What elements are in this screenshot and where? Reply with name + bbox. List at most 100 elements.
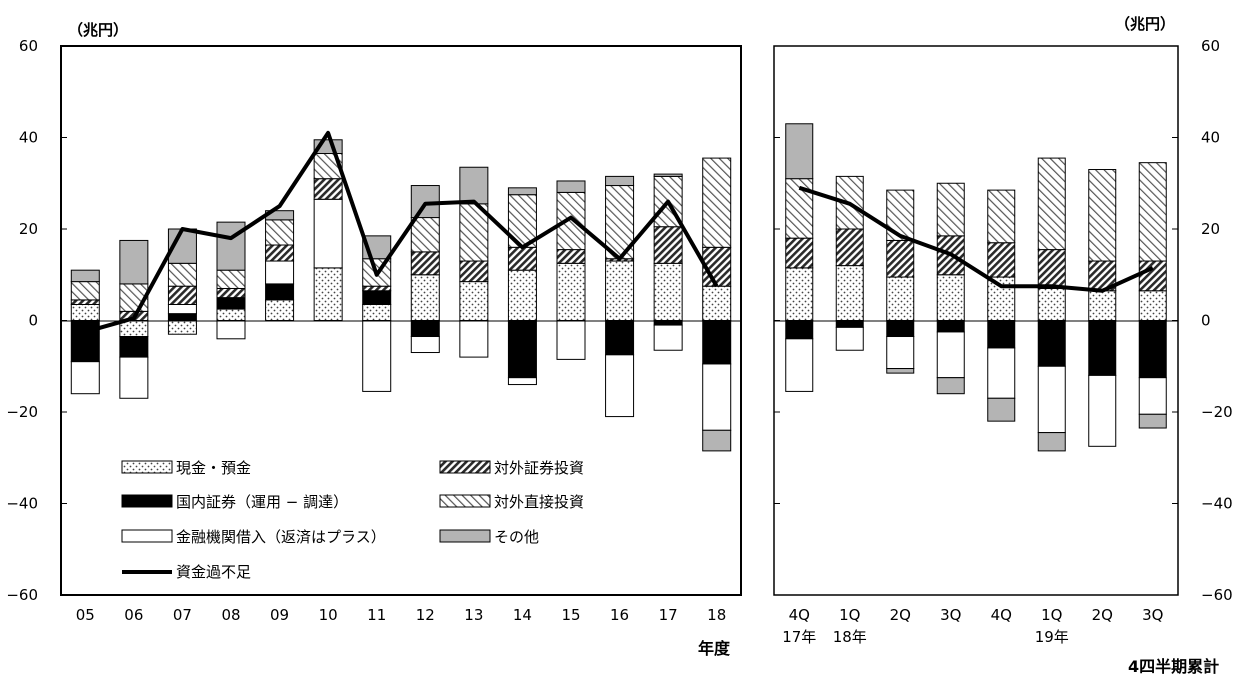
left-x-tick-label: 17: [659, 606, 678, 624]
left-bar-cash-14: [507, 269, 537, 321]
right-x-axis-title: 4四半期累計: [1128, 657, 1219, 676]
left-bar-domestic-05: [70, 320, 100, 363]
right-y-tick-label: −20: [1201, 403, 1233, 421]
left-y-tick-label: −20: [6, 403, 38, 421]
right-bar-cash-1Q: [1037, 287, 1066, 322]
right-bar-domestic-3Q: [1138, 320, 1167, 379]
left-unit-label: （兆円）: [68, 21, 128, 39]
right-x-year-label: 17年: [782, 628, 816, 646]
left-bar-domestic-16: [605, 320, 635, 356]
right-x-tick-label: 3Q: [1142, 606, 1163, 624]
left-bar-loans-14: [507, 377, 537, 386]
lines-layer: [84, 130, 1154, 334]
left-bar-loans-10: [313, 198, 343, 269]
right-bar-other-1Q: [1037, 432, 1066, 452]
right-bar-domestic-2Q: [1088, 320, 1117, 376]
right-bars: [785, 123, 1167, 452]
left-bar-other-17: [653, 173, 683, 177]
left-bar-domestic-18: [702, 320, 732, 365]
left-bar-cash-07: [167, 320, 197, 335]
right-bar-cash-2Q: [886, 276, 915, 322]
right-x-tick-label: 2Q: [1092, 606, 1113, 624]
left-bar-foreign_sec-18: [702, 246, 732, 287]
right-bar-foreign_sec-4Q: [785, 237, 814, 269]
right-bar-other-4Q: [785, 123, 814, 180]
left-y-tick-label: −40: [6, 495, 38, 513]
right-bar-domestic-1Q: [835, 320, 864, 328]
left-bar-other-16: [605, 175, 635, 187]
right-bar-domestic-3Q: [936, 320, 965, 333]
right-bar-other-4Q: [987, 397, 1016, 422]
right-line-funding-balance: [798, 185, 1154, 293]
right-x-tick-label: 1Q: [839, 606, 860, 624]
left-bar-other-15: [556, 180, 586, 193]
legend-swatch-loans: [121, 529, 173, 543]
right-bar-foreign_sec-1Q: [1037, 249, 1066, 289]
left-x-tick-label: 16: [610, 606, 629, 624]
right-bar-domestic-2Q: [886, 320, 915, 338]
left-bar-other-14: [507, 187, 537, 196]
left-bar-fdi-18: [702, 157, 732, 248]
left-y-tick-label: −60: [6, 586, 38, 604]
left-bar-domestic-07: [167, 313, 197, 322]
legend-swatch-other: [439, 529, 491, 543]
right-x-year-label: 19年: [1035, 628, 1069, 646]
left-bar-domestic-11: [362, 290, 392, 305]
left-bar-cash-13: [459, 281, 489, 321]
left-y-tick-label: 0: [28, 312, 38, 330]
right-x-year-label: 18年: [833, 628, 867, 646]
left-line-funding-balance: [84, 130, 719, 334]
right-x-tick-label: 4Q: [991, 606, 1012, 624]
left-bar-foreign_sec-10: [313, 178, 343, 200]
left-bar-cash-08: [216, 308, 246, 321]
legend-label-domestic: 国内証券（運用 − 調達）: [176, 493, 348, 511]
left-bar-cash-18: [702, 285, 732, 321]
left-bar-foreign_sec-15: [556, 249, 586, 264]
left-x-tick-label: 07: [173, 606, 192, 624]
right-bar-cash-3Q: [936, 274, 965, 321]
left-bar-domestic-06: [119, 336, 149, 358]
legend-label-other: その他: [494, 528, 539, 546]
left-x-tick-label: 08: [221, 606, 240, 624]
left-x-tick-label: 15: [561, 606, 580, 624]
left-y-tick-label: 60: [19, 37, 38, 55]
left-bar-other-06: [119, 239, 149, 285]
left-bar-cash-17: [653, 262, 683, 321]
legend: 現金・預金 国内証券（運用 − 調達） 金融機関借入（返済はプラス） 資金過不足…: [121, 459, 584, 581]
right-x-tick-label: 1Q: [1041, 606, 1062, 624]
right-y-tick-label: −40: [1201, 495, 1233, 513]
right-bar-fdi-4Q: [785, 178, 814, 239]
left-bar-loans-15: [556, 320, 586, 360]
left-bar-foreign_sec-13: [459, 260, 489, 283]
left-bars: [70, 139, 732, 452]
right-bar-cash-4Q: [987, 276, 1016, 322]
legend-swatch-domestic: [121, 494, 173, 508]
right-bar-other-3Q: [936, 377, 965, 395]
left-x-tick-label: 13: [464, 606, 483, 624]
right-bar-foreign_sec-3Q: [1138, 260, 1167, 292]
left-x-tick-label: 05: [76, 606, 95, 624]
left-bar-foreign_sec-17: [653, 226, 683, 264]
right-bar-cash-4Q: [785, 267, 814, 322]
right-bar-loans-1Q: [1037, 365, 1066, 434]
left-x-tick-label: 06: [124, 606, 143, 624]
left-bar-loans-18: [702, 363, 732, 431]
right-bar-fdi-3Q: [1138, 162, 1167, 262]
right-bar-foreign_sec-2Q: [886, 239, 915, 278]
left-bar-fdi-08: [216, 269, 246, 289]
left-bar-loans-08: [216, 320, 246, 340]
left-bar-cash-15: [556, 262, 586, 321]
right-bar-fdi-2Q: [1088, 169, 1117, 262]
left-x-tick-label: 12: [416, 606, 435, 624]
right-bar-loans-2Q: [886, 336, 915, 370]
right-x-tick-label: 4Q: [789, 606, 810, 624]
left-bar-cash-11: [362, 303, 392, 321]
left-y-tick-label: 40: [19, 129, 38, 147]
left-x-axis-title: 年度: [698, 639, 731, 658]
right-bar-cash-3Q: [1138, 290, 1167, 322]
right-bar-loans-3Q: [1138, 377, 1167, 415]
left-bar-foreign_sec-14: [507, 246, 537, 271]
right-y-tick-label: −60: [1201, 586, 1233, 604]
right-bar-fdi-1Q: [1037, 157, 1066, 251]
